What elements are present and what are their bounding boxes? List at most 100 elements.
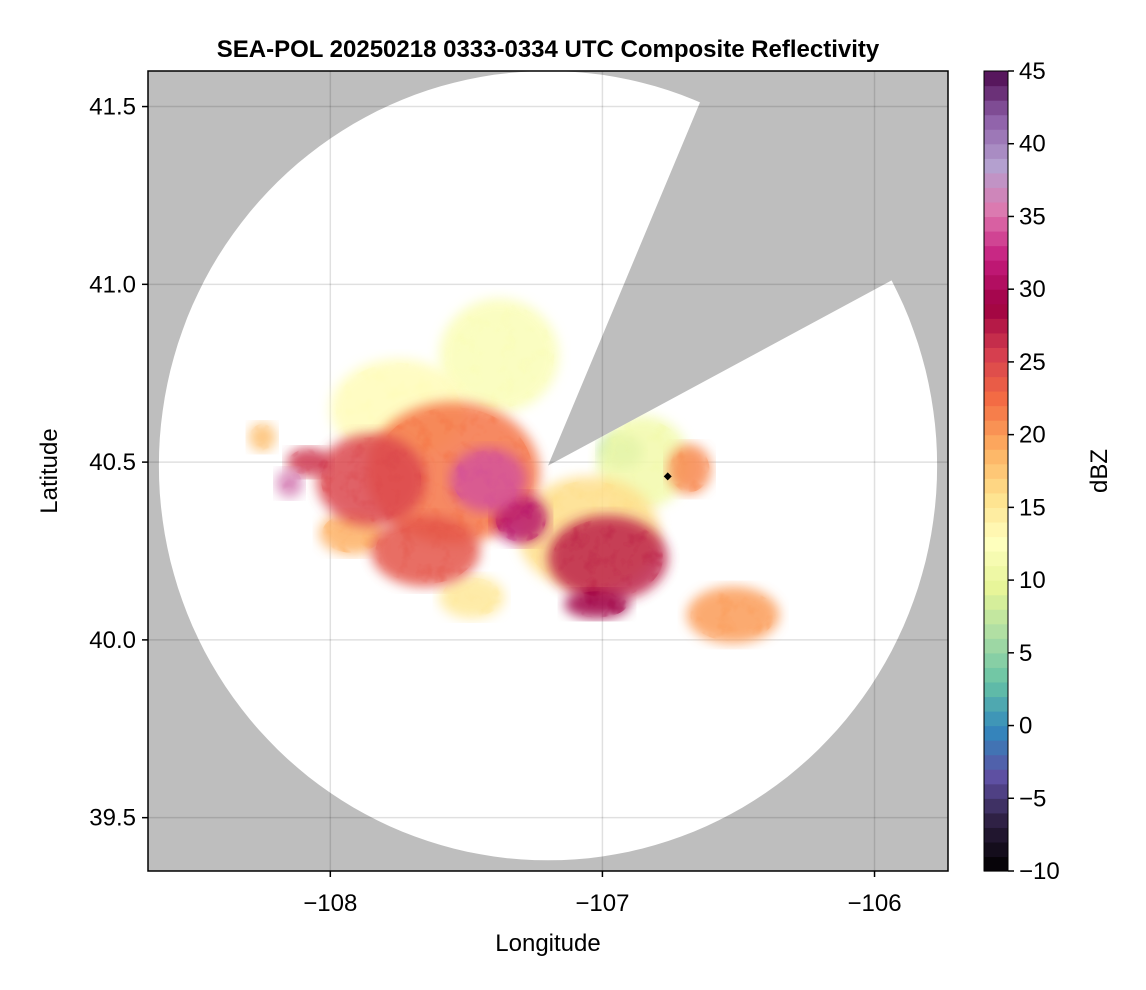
colorbar-bin [984,260,1008,276]
colorbar-bin [984,711,1008,727]
colorbar-bin [984,594,1008,610]
colorbar-bin [984,536,1008,552]
colorbar-bin [984,769,1008,785]
colorbar-bin [984,667,1008,683]
chart-title: SEA-POL 20250218 0333-0334 UTC Composite… [217,36,880,63]
colorbar-tick-label: 10 [1019,567,1046,594]
echo-texture [249,424,275,451]
colorbar-bin [984,551,1008,567]
colorbar-bin [984,841,1008,858]
colorbar-bin [984,507,1008,523]
colorbar-bin [984,449,1008,465]
echo-texture [552,518,663,598]
echo-cell [439,298,559,413]
echo-texture [441,577,502,617]
echo-cell [564,590,630,619]
echo-cell [439,575,505,619]
y-axis-label: Latitude [36,428,63,513]
x-axis-ticks: −108 −107 −106 [303,871,902,917]
colorbar-bin [984,812,1008,828]
colorbar-bin [984,521,1008,538]
colorbar-bin [984,565,1008,581]
colorbar-bin [984,187,1008,203]
radar-coverage [158,71,938,861]
x-tick-label: −107 [575,890,629,917]
colorbar-bin [984,361,1008,378]
colorbar-tick-label: 20 [1019,422,1046,449]
colorbar-bin [984,129,1008,145]
colorbar-bin [984,318,1008,334]
reflectivity-field [248,298,780,644]
colorbar-label: dBZ [1086,449,1113,493]
colorbar-bin [984,434,1008,450]
colorbar-bin [984,100,1008,116]
colorbar-tick-label: 15 [1019,494,1046,521]
colorbar-bin [984,114,1008,130]
colorbar-bin [984,85,1008,101]
colorbar-bin [984,580,1008,596]
echo-cell [316,433,426,527]
colorbar: −10 −5 0 5 10 15 20 25 30 35 40 45 [983,58,1060,885]
colorbar-bin [984,478,1008,494]
colorbar-bin [984,856,1008,872]
echo-texture [288,449,329,476]
colorbar-bin [984,798,1008,814]
colorbar-bin [984,696,1008,712]
site-marker-diamond [663,472,672,481]
colorbar-bin [984,172,1008,188]
echo-texture [669,446,710,493]
echo-cell [275,469,304,498]
colorbar-bin [984,420,1008,436]
echo-texture [495,496,546,542]
colorbar-tick-label: 0 [1019,713,1032,740]
y-tick-label: 40.5 [89,449,136,476]
colorbar-bin [984,609,1008,625]
colorbar-tick-label: 35 [1019,203,1046,230]
y-tick-label: 41.0 [89,271,136,298]
colorbar-tick-label: 25 [1019,349,1046,376]
colorbar-bin [984,347,1008,363]
colorbar-tick-label: 40 [1019,131,1046,158]
colorbar-bin [984,231,1008,247]
echo-cell [450,447,527,512]
colorbar-bin [984,492,1008,508]
plot-area [148,71,948,871]
colorbar-bin [984,274,1008,290]
colorbar-bin [984,201,1008,218]
echo-texture [566,591,628,618]
y-tick-label: 40.0 [89,627,136,654]
echo-texture [276,470,303,497]
colorbar-bin [984,303,1008,319]
colorbar-bin [984,740,1008,756]
colorbar-tick-label: −10 [1019,858,1060,885]
y-tick-label: 41.5 [89,94,136,121]
colorbar-bin [984,623,1008,639]
colorbar-bin [984,391,1008,407]
colorbar-bin [984,754,1008,770]
echo-texture [453,450,524,510]
colorbar-bin [984,638,1008,654]
colorbar-tick-label: 45 [1019,58,1046,85]
colorbar-tick-label: −5 [1019,785,1046,812]
echo-texture [443,303,555,408]
colorbar-bin [984,652,1008,668]
x-tick-label: −108 [303,890,357,917]
colorbar-bin [984,827,1008,843]
echo-cell [667,444,712,495]
colorbar-bin [984,681,1008,698]
gridlines [148,71,948,871]
colorbar-bin [984,289,1008,305]
x-tick-label: −106 [847,890,901,917]
colorbar-tick-label: 30 [1019,276,1046,303]
echo-cell [371,515,480,587]
echo-texture [321,437,422,523]
y-tick-label: 39.5 [89,805,136,832]
colorbar-bin [984,216,1008,232]
echo-cell [548,515,668,601]
colorbar-bin [984,783,1008,799]
echo-cell [248,423,276,452]
colorbar-bin [984,245,1008,261]
colorbar-bin [984,143,1008,159]
plot-frame [147,70,949,872]
